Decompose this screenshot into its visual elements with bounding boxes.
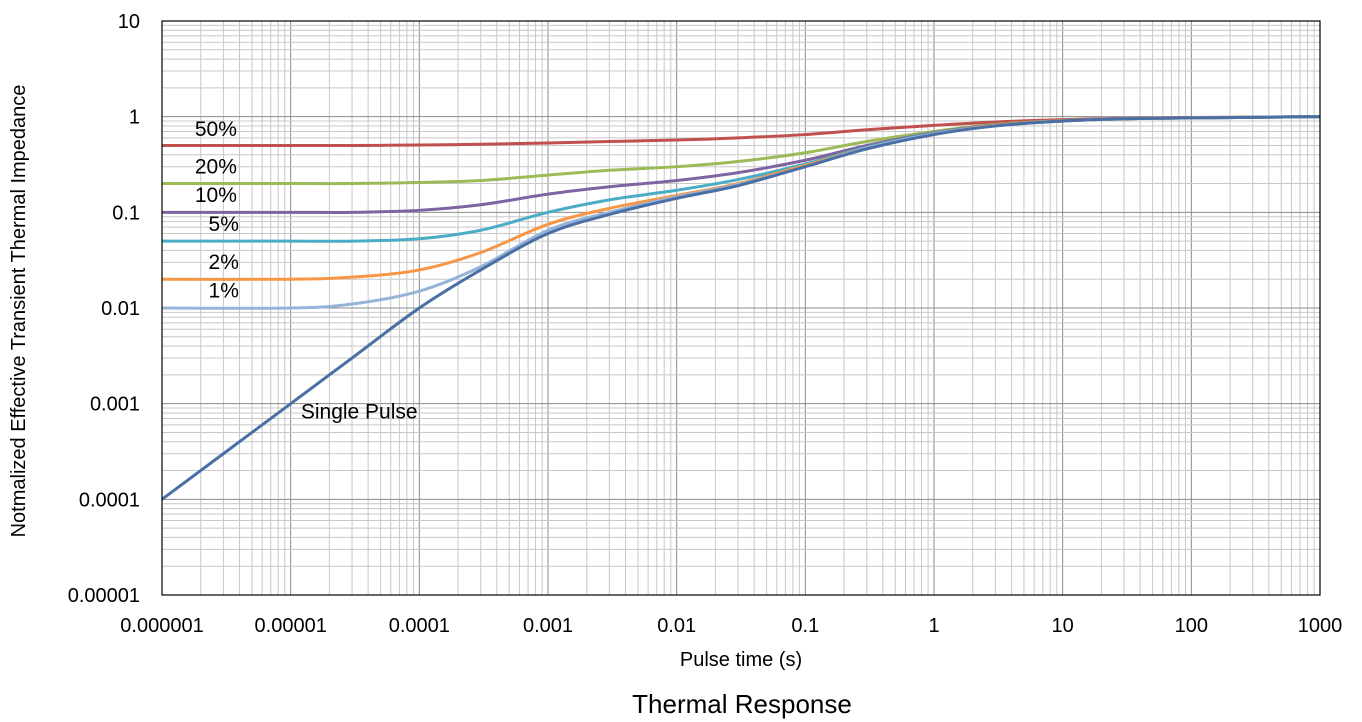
y-tick-label: 0.001 bbox=[90, 394, 140, 416]
series-label: 1% bbox=[209, 280, 239, 303]
series-label: 5% bbox=[209, 213, 239, 236]
y-tick-label: 0.0001 bbox=[79, 489, 140, 511]
y-tick-label: 0.01 bbox=[101, 298, 140, 320]
x-tick-label: 0.00001 bbox=[255, 615, 327, 637]
series-label: 20% bbox=[195, 155, 237, 178]
x-tick-label: 100 bbox=[1175, 615, 1208, 637]
series-line-single-pulse bbox=[161, 115, 1321, 501]
x-tick-label: 0.01 bbox=[657, 615, 696, 637]
x-tick-label: 1 bbox=[928, 615, 939, 637]
y-tick-label: 10 bbox=[118, 11, 140, 33]
series-labels: 50% 20% 10% 5% 2% 1% Single Pulse bbox=[195, 118, 418, 424]
x-axis-tick-labels: 0.000001 0.00001 0.0001 0.001 0.01 0.1 1 10 100 1… bbox=[120, 615, 1342, 637]
y-tick-label: 1 bbox=[129, 107, 140, 129]
chart-title: Thermal Response bbox=[632, 689, 852, 719]
x-tick-label: 1000 bbox=[1298, 615, 1343, 637]
series-label: 2% bbox=[209, 251, 239, 274]
series-label: Single Pulse bbox=[301, 400, 418, 423]
x-tick-label: 0.001 bbox=[523, 615, 573, 637]
x-tick-label: 10 bbox=[1052, 615, 1074, 637]
y-axis-title: Notmalized Effective Transient Thermal I… bbox=[8, 85, 30, 538]
grid bbox=[161, 21, 1320, 596]
y-axis-tick-labels: 10 1 0.1 0.01 0.001 0.0001 0.00001 bbox=[68, 11, 140, 607]
series-lines bbox=[161, 115, 1321, 501]
series-line-5pct bbox=[162, 115, 1321, 243]
x-tick-label: 0.1 bbox=[791, 615, 819, 637]
series-label: 50% bbox=[195, 118, 237, 141]
x-tick-label: 0.000001 bbox=[120, 615, 203, 637]
y-tick-label: 0.1 bbox=[112, 202, 140, 224]
series-line-2pct bbox=[161, 115, 1321, 281]
x-tick-label: 0.0001 bbox=[389, 615, 450, 637]
y-tick-label: 0.00001 bbox=[68, 585, 140, 607]
x-axis-title: Pulse time (s) bbox=[680, 649, 802, 671]
series-label: 10% bbox=[195, 184, 237, 207]
plot-area-frame bbox=[161, 20, 1321, 596]
